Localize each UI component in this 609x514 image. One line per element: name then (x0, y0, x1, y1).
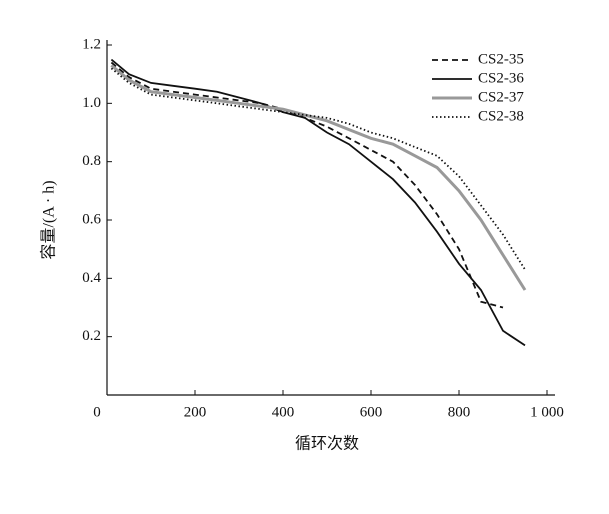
y-tick-label: 0.6 (82, 211, 101, 227)
y-tick-label: 0.2 (82, 328, 101, 344)
y-tick-label: 1.2 (82, 36, 101, 52)
legend-label: CS2-35 (478, 51, 524, 67)
x-tick-label: 800 (448, 404, 471, 420)
x-tick-label: 0 (93, 404, 101, 420)
y-tick-label: 0.8 (82, 153, 101, 169)
legend-label: CS2-37 (478, 89, 524, 105)
y-axis-label: 容量/(A · h) (40, 180, 58, 259)
legend-label: CS2-38 (478, 108, 524, 124)
x-tick-label: 400 (272, 404, 295, 420)
x-tick-label: 1 000 (530, 404, 564, 420)
x-tick-label: 600 (360, 404, 383, 420)
series-line (110, 58, 526, 347)
y-tick-label: 1.0 (82, 95, 101, 111)
series-line (110, 64, 527, 291)
legend-label: CS2-36 (478, 70, 524, 86)
x-tick-label: 200 (184, 404, 207, 420)
x-axis-label: 循环次数 (295, 434, 359, 453)
y-tick-label: 0.4 (82, 270, 101, 286)
